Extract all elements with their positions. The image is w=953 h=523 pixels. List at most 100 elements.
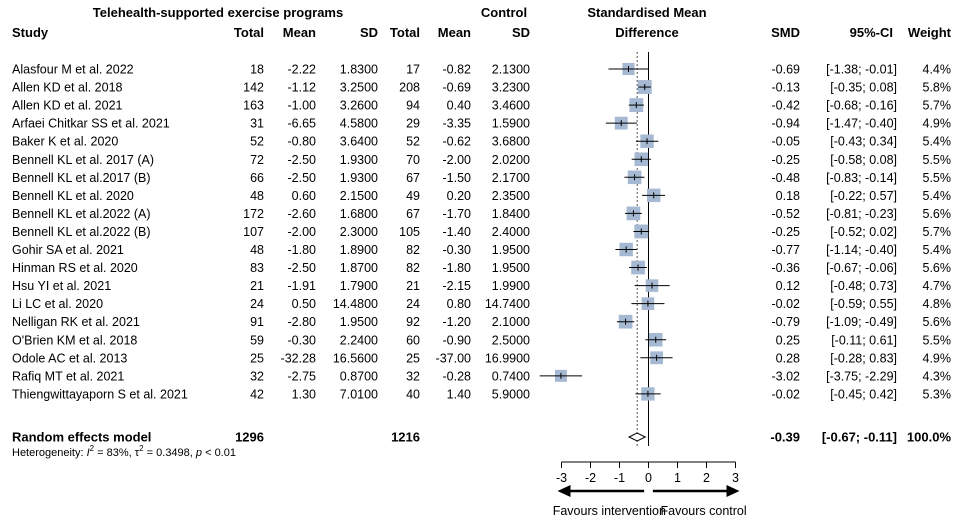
telehealth-mean: -1.12 [288,81,317,95]
telehealth-sd: 1.9300 [340,153,378,167]
ci-value: [-0.48; 0.73] [830,279,897,293]
x-tick-label: 0 [645,471,652,485]
study-name: Allen KD et al. 2018 [12,81,123,95]
study-row: Alasfour M et al. 2022 18 -2.22 1.8300 17 -0.… [12,63,951,77]
telehealth-total: 107 [243,225,264,239]
weight-value: 5.4% [923,135,952,149]
header-smd-line1: Standardised Mean [587,5,706,20]
smd-value: -0.02 [772,387,801,401]
study-row: Hsu YI et al. 2021 21 -1.91 1.7900 21 -2.15 1.… [12,279,951,293]
control-total: 67 [406,207,420,221]
tau-symbol: τ [135,447,140,459]
control-mean: -37.00 [436,351,471,365]
telehealth-total: 21 [250,279,264,293]
telehealth-sd: 1.8900 [340,243,378,257]
telehealth-total: 91 [250,315,264,329]
control-total: 40 [406,387,420,401]
smd-value: -0.42 [772,99,801,113]
telehealth-mean: -0.30 [288,333,317,347]
control-mean: 0.40 [447,99,471,113]
study-row: Thiengwittayaporn S et al. 2021 42 1.30 7.0… [12,387,951,401]
study-row: Li LC et al. 2020 24 0.50 14.4800 24 0.80 14.7… [12,297,951,311]
study-name: Baker K et al. 2020 [12,135,118,149]
study-name: Allen KD et al. 2021 [12,99,123,113]
ci-value: [-0.28; 0.83] [830,351,897,365]
ci-value: [-1.09; -0.49] [826,315,897,329]
ci-value: [-0.22; 0.57] [830,189,897,203]
telehealth-sd: 3.2500 [340,81,378,95]
telehealth-mean: -1.91 [288,279,317,293]
telehealth-total: 18 [250,63,264,77]
telehealth-sd: 1.9500 [340,315,378,329]
favours-left-arrowhead [557,485,571,497]
control-sd: 3.2300 [492,81,530,95]
control-mean: -2.00 [443,153,472,167]
smd-value: -0.25 [772,153,801,167]
control-mean: -1.20 [443,315,472,329]
smd-value: 0.12 [776,279,800,293]
telehealth-sd: 16.5600 [333,351,378,365]
weight-value: 5.6% [923,261,952,275]
telehealth-total: 25 [250,351,264,365]
control-mean: 0.20 [447,189,471,203]
control-mean: 1.40 [447,387,471,401]
telehealth-mean: -2.50 [288,261,317,275]
telehealth-sd: 1.8300 [340,63,378,77]
telehealth-sd: 1.7900 [340,279,378,293]
telehealth-total: 48 [250,243,264,257]
table-header: Telehealth-supported exercise programs C… [12,5,952,40]
control-total: 92 [406,315,420,329]
favours-control-label: Favours control [661,504,747,518]
control-sd: 1.9500 [492,261,530,275]
study-row: Hinman RS et al. 2020 83 -2.50 1.8700 82 -1.8… [12,260,952,275]
smd-value: -0.77 [772,243,801,257]
smd-value: -0.79 [772,315,801,329]
control-total: 21 [406,279,420,293]
control-total: 94 [406,99,420,113]
telehealth-total: 52 [250,135,264,149]
ci-value: [-0.58; 0.08] [830,153,897,167]
favours-right-arrowhead [726,485,740,497]
control-mean: -0.62 [443,135,472,149]
weight-value: 5.5% [923,153,952,167]
x-tick-label: -2 [585,471,596,485]
telehealth-sd: 3.2600 [340,99,378,113]
study-row: Rafiq MT et al. 2021 32 -2.75 0.8700 32 -0.28… [12,369,951,383]
telehealth-sd: 0.8700 [340,369,378,383]
study-row: Nelligan RK et al. 2021 91 -2.80 1.9500 92 -1… [12,314,951,329]
header-c-total: Total [390,25,420,40]
header-study: Study [12,25,49,40]
study-row: Arfaei Chitkar SS et al. 2021 31 -6.65 4.58… [12,117,951,131]
control-sd: 0.7400 [492,369,530,383]
control-mean: -0.90 [443,333,472,347]
study-row: O'Brien KM et al. 2018 59 -0.30 2.2400 60 -0.… [12,332,951,347]
smd-value: -0.05 [772,135,801,149]
control-total: 25 [406,351,420,365]
study-name: Hsu YI et al. 2021 [12,279,111,293]
control-total: 29 [406,117,420,131]
p-symbol: p [195,447,202,459]
weight-value: 5.8% [923,81,952,95]
study-row: Bennell KL et al. 2020 48 0.60 2.1500 49 0.20… [12,188,951,203]
control-mean: -0.69 [443,81,472,95]
study-name: Bennell KL et al.2022 (A) [12,207,151,221]
ci-value: [-1.14; -0.40] [826,243,897,257]
study-row: Gohir SA et al. 2021 48 -1.80 1.8900 82 -0.30… [12,242,951,257]
header-weight: Weight [908,25,952,40]
control-total: 82 [406,261,420,275]
control-total: 32 [406,369,420,383]
control-sd: 2.3500 [492,189,530,203]
smd-value: -0.25 [772,225,801,239]
header-ci: 95%-CI [850,25,893,40]
telehealth-mean: -2.60 [288,207,317,221]
x-tick-label: 2 [703,471,710,485]
telehealth-mean: -2.50 [288,171,317,185]
control-sd: 1.9900 [492,279,530,293]
control-mean: -1.70 [443,207,472,221]
header-smd-line2: Difference [615,25,679,40]
control-mean: -2.15 [443,279,472,293]
telehealth-sd: 4.5800 [340,117,378,131]
study-name: O'Brien KM et al. 2018 [12,333,137,347]
telehealth-total: 31 [250,117,264,131]
